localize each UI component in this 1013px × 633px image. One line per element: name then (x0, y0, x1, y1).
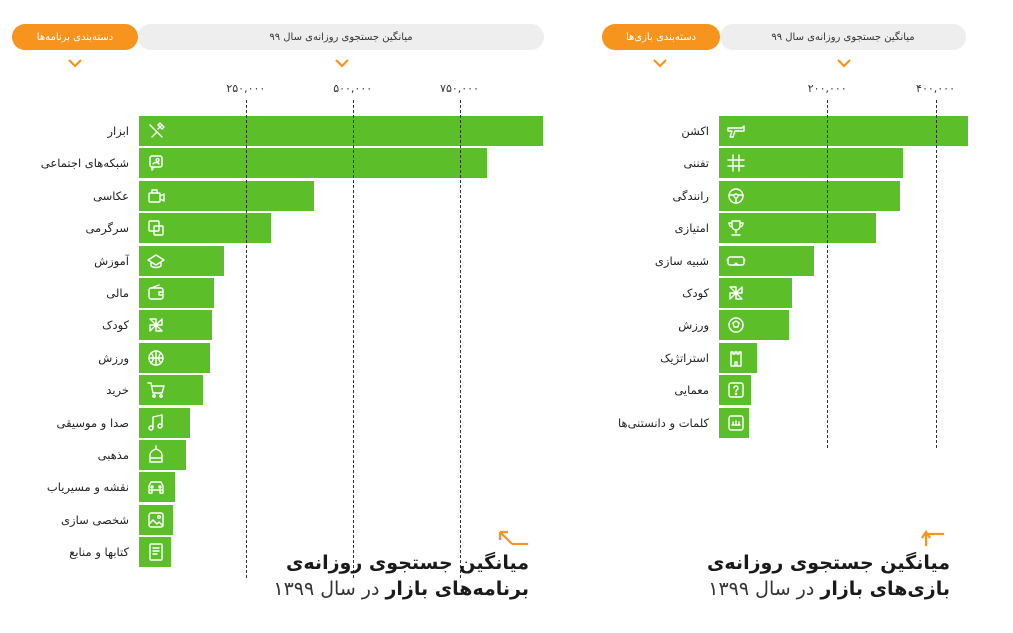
apps-title: میانگین جستجوی روزانه‌ی برنامه‌های بازار… (273, 550, 529, 602)
shopping-cart-icon (142, 376, 170, 404)
category-label: ابزار (107, 124, 130, 138)
games-title-rest: در سال ۱۳۹۹ (708, 578, 821, 600)
bar (139, 407, 191, 438)
bar (719, 116, 968, 146)
category-label: کودک (682, 286, 709, 300)
category-label: اکشن (681, 124, 709, 138)
category-label: آموزش (94, 253, 129, 268)
soccer-ball-icon (722, 311, 750, 339)
category-label: شبکه‌های اجتماعی (40, 156, 129, 171)
chevron-down-icon (335, 59, 349, 68)
entertainment-icon (142, 214, 170, 242)
wallet-icon (142, 279, 170, 307)
pinwheel-icon (142, 311, 170, 339)
category-label: کلمات و دانستنی‌ها (618, 415, 709, 430)
bar (719, 310, 790, 341)
apps-category-header: دسته‌بندی برنامه‌ها (12, 24, 138, 50)
games-category-header: دسته‌بندی بازی‌ها (602, 24, 720, 50)
games-metric-header: میانگین جستجوی روزانه‌ی سال ۹۹ (720, 24, 966, 50)
chevron-down-icon (68, 59, 82, 68)
category-label: سرگرمی (85, 221, 129, 236)
category-label: معمایی (674, 383, 709, 398)
book-icon (142, 538, 170, 566)
gridline (935, 100, 937, 448)
category-label: ورزش (678, 318, 709, 333)
games-title-line1: میانگین جستجوی روزانه‌ی (707, 552, 950, 574)
basketball-icon (142, 344, 170, 372)
bar (139, 148, 488, 179)
camera-icon (142, 182, 170, 210)
bar (719, 342, 757, 373)
bar (139, 537, 172, 568)
bar (139, 504, 174, 535)
gridline (459, 100, 461, 578)
bar (719, 407, 749, 438)
bar (139, 375, 204, 406)
bar (139, 213, 272, 244)
games-title: میانگین جستجوی روزانه‌ی بازی‌های بازار د… (707, 550, 950, 602)
category-label: ورزش (98, 350, 129, 365)
category-label: مالی (106, 286, 129, 300)
gridline (827, 100, 829, 448)
word-icon (722, 409, 750, 437)
tick-label: ۷۵۰,۰۰۰ (440, 82, 479, 95)
image-icon (142, 506, 170, 534)
bar (719, 375, 752, 406)
bar (719, 180, 901, 211)
category-label: تفننی (683, 156, 709, 171)
steering-wheel-icon (722, 182, 750, 210)
social-network-icon (142, 149, 170, 177)
bar (139, 278, 214, 308)
category-label: کتابها و منابع (69, 545, 129, 560)
gun-icon (722, 117, 750, 145)
tic-tac-toe-icon (722, 149, 750, 177)
bar (719, 213, 876, 244)
vr-glasses-icon (722, 247, 750, 275)
tick-label: ۴۰۰,۰۰۰ (916, 82, 955, 95)
apps-title-bold: برنامه‌های بازار (385, 578, 529, 600)
apps-metric-header: میانگین جستجوی روزانه‌ی سال ۹۹ (138, 24, 544, 50)
bar (139, 245, 225, 276)
category-label: شبیه سازی (654, 253, 709, 268)
category-label: نقشه و مسیریاب (46, 480, 129, 495)
category-label: مذهبی (97, 448, 129, 462)
games-title-bold: بازی‌های بازار (820, 578, 950, 600)
category-label: صدا و موسیقی (56, 415, 129, 430)
chevron-down-icon (653, 59, 667, 68)
question-icon (722, 376, 750, 404)
gridline (352, 100, 354, 578)
arrow-icon (921, 530, 944, 546)
pinwheel-icon (722, 279, 750, 307)
games-title-line2: بازی‌های بازار در سال ۱۳۹۹ (707, 576, 950, 602)
category-label: رانندگی (672, 188, 709, 203)
music-icon (142, 409, 170, 437)
category-label: عکاسی (93, 188, 129, 203)
category-label: امتیازی (674, 221, 709, 236)
arrow-icon (498, 530, 528, 546)
tick-label: ۲۵۰,۰۰۰ (226, 82, 266, 95)
tick-label: ۲۰۰,۰۰۰ (807, 82, 847, 95)
tick-label: ۵۰۰,۰۰۰ (333, 82, 373, 95)
chevron-down-icon (837, 59, 851, 68)
bar (139, 116, 543, 146)
bar (139, 472, 176, 503)
apps-title-rest: در سال ۱۳۹۹ (273, 578, 386, 600)
car-icon (142, 473, 170, 501)
category-label: کودک (102, 318, 129, 333)
category-label: خرید (106, 383, 129, 398)
apps-title-line1: میانگین جستجوی روزانه‌ی (286, 552, 529, 574)
trophy-icon (722, 214, 750, 242)
apps-title-line2: برنامه‌های بازار در سال ۱۳۹۹ (273, 576, 529, 602)
tools-icon (142, 117, 170, 145)
bar (139, 180, 315, 211)
category-label: استراتژیک (660, 350, 709, 365)
education-icon (142, 247, 170, 275)
category-label: شخصی سازی (61, 512, 129, 527)
bar (719, 245, 814, 276)
mosque-icon (142, 441, 170, 469)
tower-icon (722, 344, 750, 372)
gridline (245, 100, 247, 578)
bar (719, 148, 904, 179)
